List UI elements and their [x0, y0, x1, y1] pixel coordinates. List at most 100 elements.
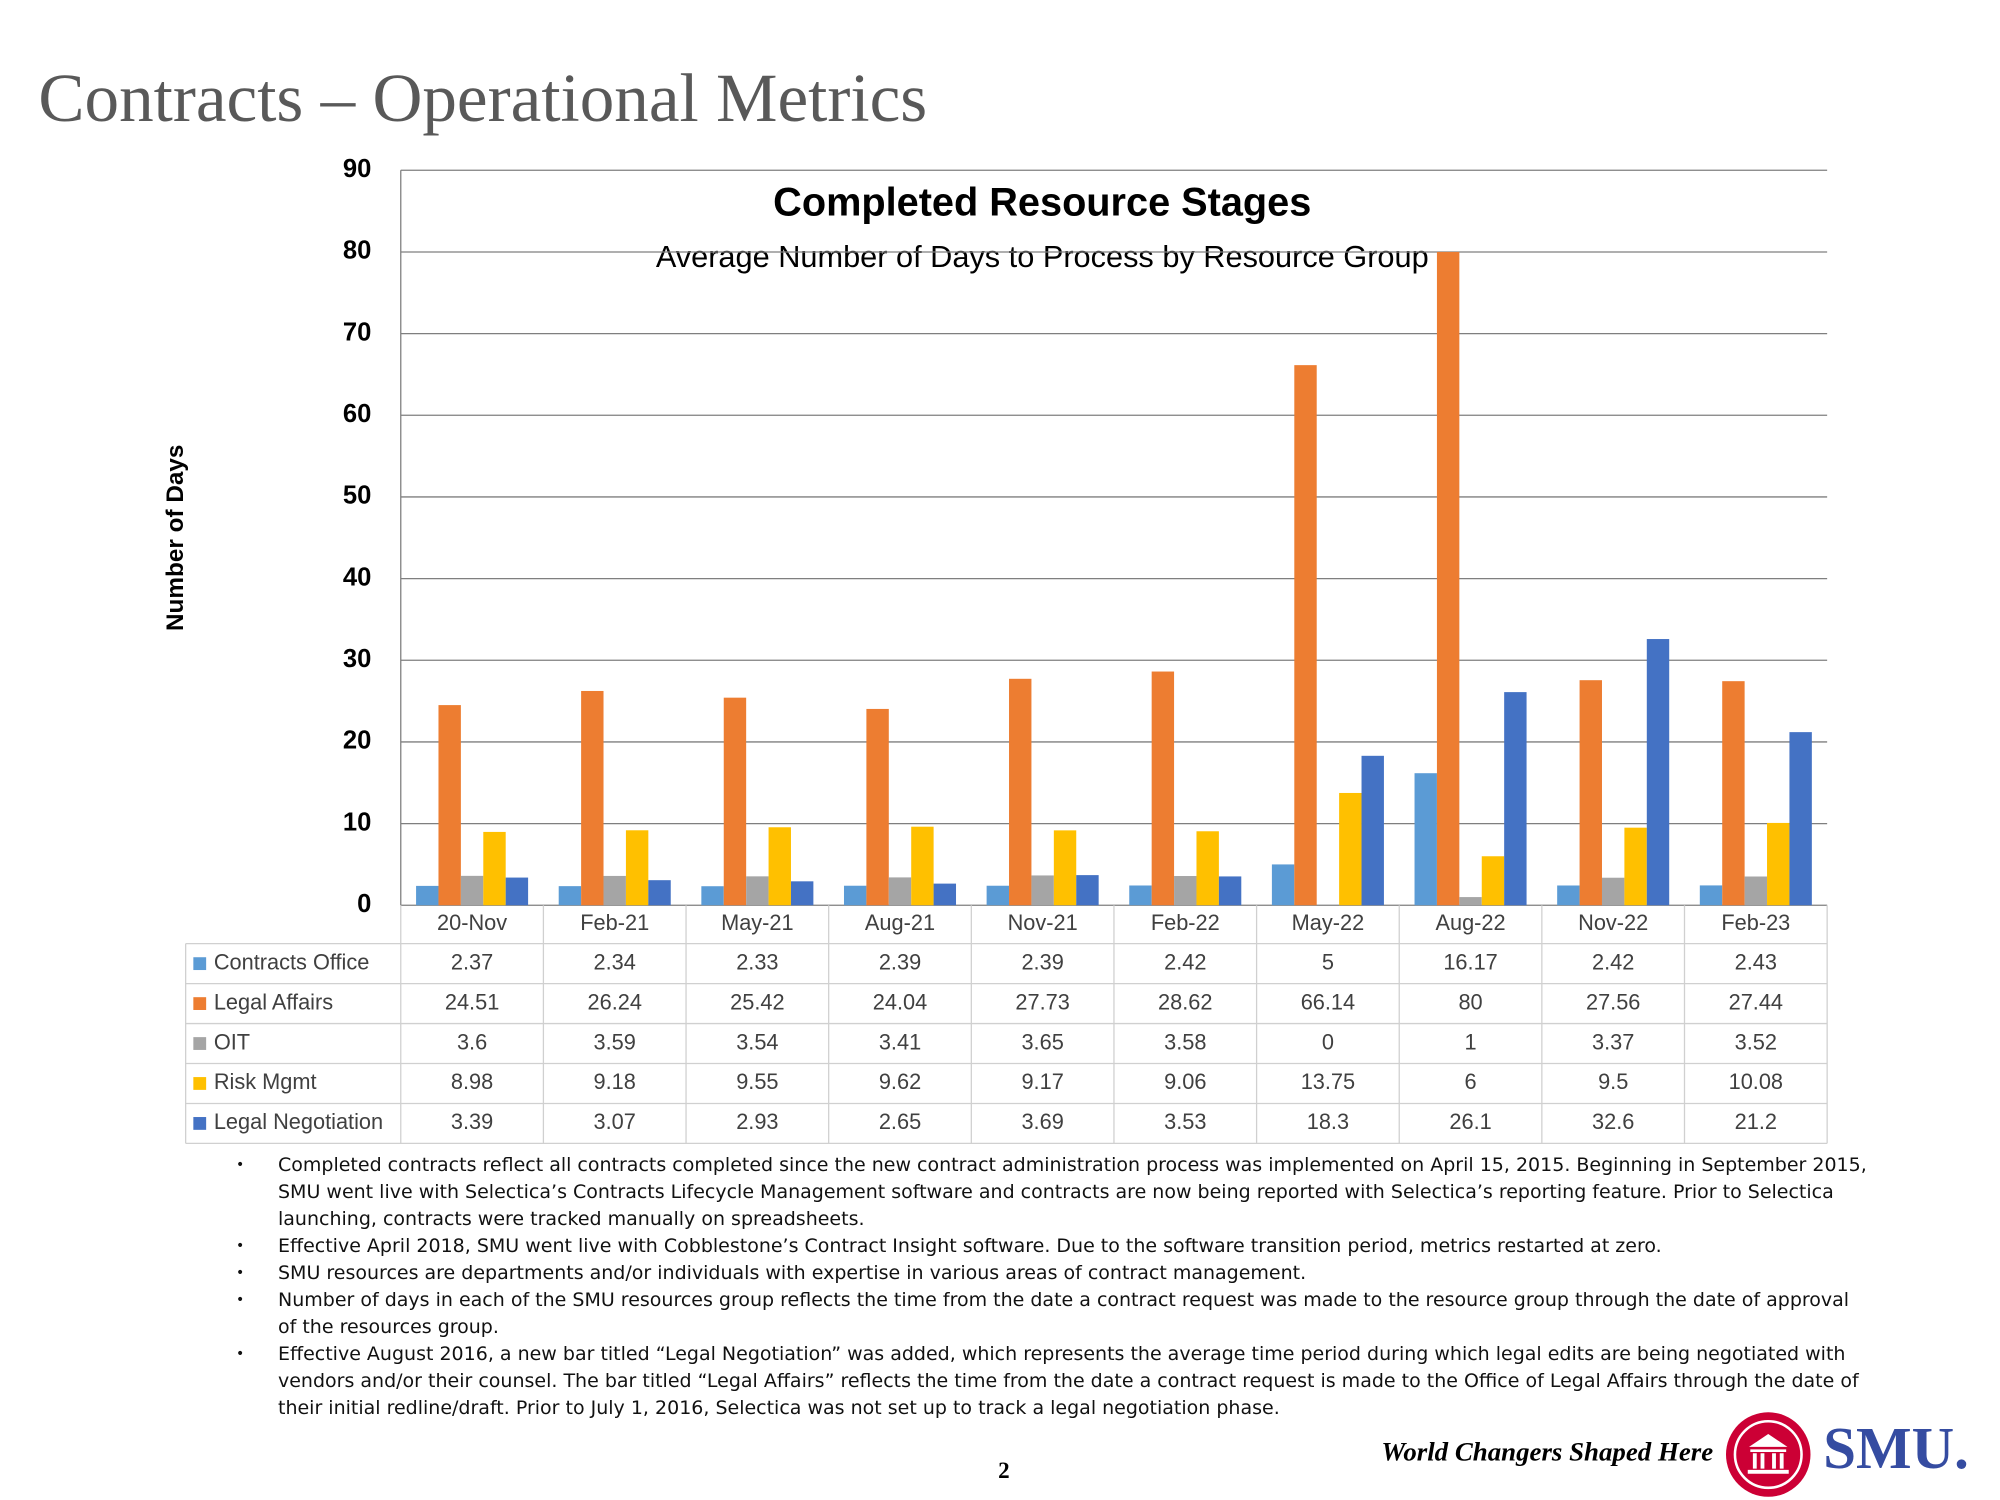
bar — [1504, 692, 1527, 906]
table-value: 8.98 — [451, 1069, 493, 1094]
table-value: 27.73 — [1015, 989, 1069, 1014]
bar — [933, 883, 957, 906]
bar — [1271, 864, 1295, 906]
x-tick-label: Aug-22 — [1435, 910, 1505, 935]
x-tick-label: Aug-21 — [865, 910, 935, 935]
legend-swatch — [193, 1037, 207, 1050]
table-value: 3.54 — [736, 1029, 778, 1054]
bar — [768, 827, 791, 906]
bar — [1339, 792, 1362, 906]
table-value: 10.08 — [1729, 1069, 1783, 1094]
notes: Completed contracts reflect all contract… — [236, 1152, 1868, 1422]
bar — [723, 697, 747, 906]
legend-label: Legal Negotiation — [214, 1109, 383, 1134]
y-tick-label: 90 — [343, 155, 371, 183]
table-value: 28.62 — [1158, 989, 1212, 1014]
logo-building — [1747, 1434, 1789, 1474]
legend-label: Contracts Office — [214, 949, 370, 974]
y-tick-label: 60 — [343, 400, 371, 428]
legend-label: Legal Affairs — [214, 989, 333, 1014]
x-tick-label: Feb-23 — [1721, 910, 1790, 935]
page-number: 2 — [998, 1457, 1010, 1483]
y-axis-label: Number of Days — [162, 445, 189, 631]
table-value: 9.17 — [1021, 1069, 1063, 1094]
bullet: Number of days in each of the SMU resour… — [236, 1287, 1868, 1341]
bar — [1294, 365, 1317, 906]
tagline: World Changers Shaped Here — [1381, 1437, 1713, 1467]
table-value: 3.69 — [1021, 1109, 1063, 1134]
table-value: 26.1 — [1449, 1109, 1491, 1134]
bar — [558, 886, 582, 906]
table-value: 9.55 — [736, 1069, 778, 1094]
bar — [1722, 681, 1745, 906]
bullet: Completed contracts reflect all contract… — [236, 1152, 1868, 1233]
table-value: 66.14 — [1301, 989, 1355, 1014]
bar — [1196, 831, 1219, 906]
bar — [505, 877, 529, 906]
x-tick-label: May-21 — [721, 910, 794, 935]
table-value: 2.39 — [1021, 949, 1063, 974]
table-value: 2.34 — [594, 949, 636, 974]
bar — [625, 830, 649, 906]
table-value: 26.24 — [588, 989, 642, 1014]
table-value: 9.5 — [1598, 1069, 1628, 1094]
legend-label: Risk Mgmt — [214, 1069, 317, 1094]
table-value: 2.42 — [1164, 949, 1206, 974]
table-value: 32.6 — [1592, 1109, 1634, 1134]
table-value: 2.42 — [1592, 949, 1634, 974]
bar — [1601, 877, 1625, 906]
slide-title: Contracts – Operational Metrics — [38, 59, 927, 136]
bar — [1031, 875, 1054, 906]
bar — [746, 876, 769, 906]
table-value: 3.59 — [594, 1029, 636, 1054]
table-value: 6 — [1464, 1069, 1476, 1094]
bar — [986, 885, 1010, 906]
table-value: 3.39 — [451, 1109, 493, 1134]
x-tick-label: 20-Nov — [437, 910, 507, 935]
bar — [1646, 639, 1670, 906]
bar — [1699, 885, 1723, 906]
chart-title: Completed Resource Stages — [773, 180, 1311, 224]
y-tick-label: 70 — [343, 318, 371, 346]
legend-swatch — [193, 957, 207, 971]
x-tick-label: Nov-21 — [1008, 910, 1078, 935]
table-value: 1 — [1464, 1029, 1476, 1054]
bar — [911, 826, 934, 906]
table-value: 13.75 — [1301, 1069, 1355, 1094]
bar — [1744, 876, 1768, 906]
table-value: 2.43 — [1735, 949, 1777, 974]
table-value: 24.51 — [445, 989, 499, 1014]
bar — [701, 886, 724, 906]
table-value: 9.18 — [594, 1069, 636, 1094]
bar — [603, 875, 626, 906]
table-value: 9.62 — [879, 1069, 921, 1094]
y-tick-label: 0 — [357, 890, 371, 918]
table-value: 3.65 — [1021, 1029, 1063, 1054]
bar — [1459, 897, 1482, 906]
y-tick-label: 30 — [343, 645, 371, 673]
bar — [1129, 885, 1152, 906]
bullet: Effective April 2018, SMU went live with… — [236, 1233, 1868, 1260]
table-value: 0 — [1322, 1029, 1334, 1054]
bar — [416, 885, 439, 906]
table-value: 3.53 — [1164, 1109, 1206, 1134]
table-value: 21.2 — [1735, 1109, 1777, 1134]
bar — [1557, 885, 1580, 906]
table-value: 16.17 — [1443, 949, 1497, 974]
table-value: 2.33 — [736, 949, 778, 974]
x-tick-label: Feb-22 — [1151, 910, 1220, 935]
table-value: 18.3 — [1307, 1109, 1349, 1134]
table-value: 2.65 — [879, 1109, 921, 1134]
table-value: 25.42 — [730, 989, 784, 1014]
bar — [1361, 755, 1384, 906]
table-value: 2.39 — [879, 949, 921, 974]
table-value: 3.41 — [879, 1029, 921, 1054]
table-value: 5 — [1322, 949, 1334, 974]
bar — [1414, 773, 1437, 906]
chart-subtitle: Average Number of Days to Process by Res… — [656, 239, 1429, 274]
bar — [1481, 856, 1505, 906]
bar — [460, 875, 484, 906]
bar — [1151, 671, 1175, 906]
bar — [1767, 822, 1790, 906]
